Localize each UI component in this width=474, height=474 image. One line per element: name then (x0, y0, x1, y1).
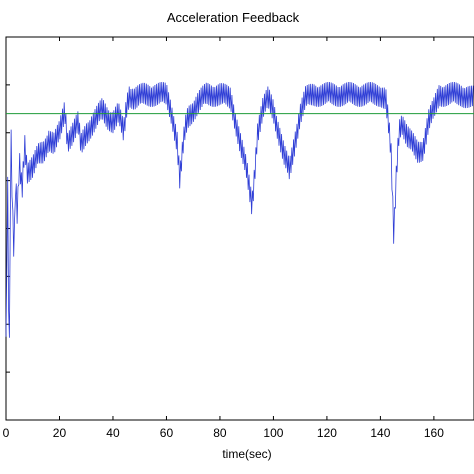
x-tick-label: 160 (424, 426, 444, 440)
x-tick-label: 100 (263, 426, 283, 440)
x-axis-label: time(sec) (222, 447, 271, 461)
series-line-acceleration (5, 81, 474, 338)
series-lines (5, 81, 474, 338)
x-tick-label: 0 (3, 426, 10, 440)
chart-title: Acceleration Feedback (167, 10, 300, 25)
x-tick-label: 140 (370, 426, 390, 440)
plot-area (5, 36, 474, 421)
x-axis-ticks: 0 20 40 60 80 100 120 140 160 (3, 37, 444, 440)
x-tick-label: 60 (160, 426, 174, 440)
x-tick-label: 120 (317, 426, 337, 440)
x-tick-label: 80 (213, 426, 227, 440)
x-tick-label: 40 (106, 426, 120, 440)
x-tick-label: 20 (53, 426, 67, 440)
